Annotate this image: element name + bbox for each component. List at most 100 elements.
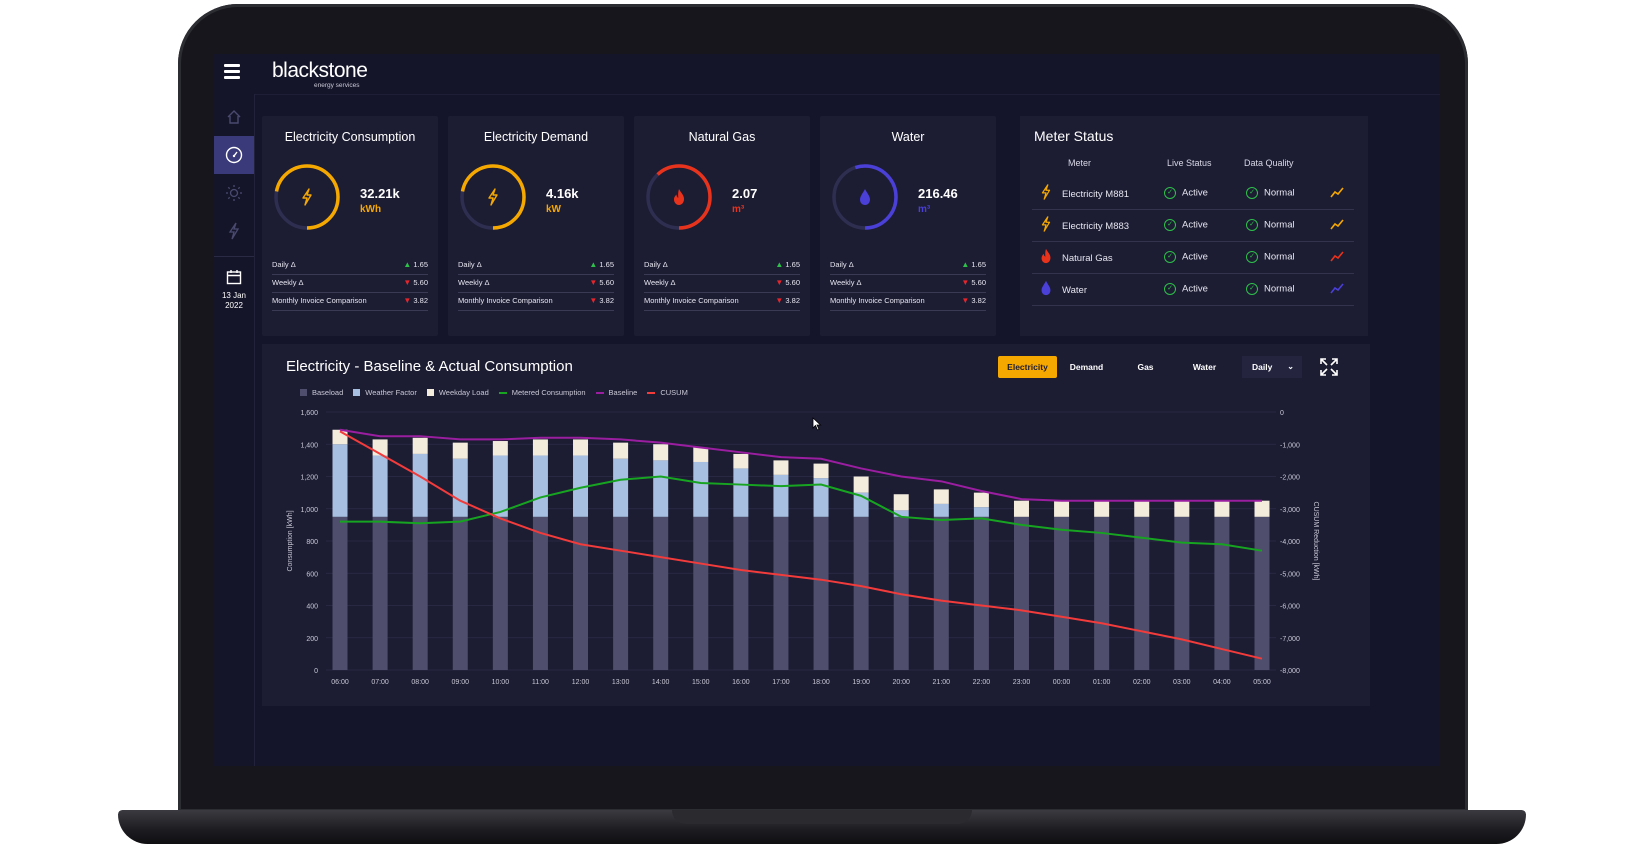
arrow-up-icon: ▲ bbox=[961, 260, 970, 269]
y2-axis-label: CUSUM Reduction [kWh] bbox=[1312, 502, 1319, 581]
data-quality: ✓ Normal bbox=[1246, 187, 1295, 199]
tab-demand[interactable]: Demand bbox=[1069, 362, 1104, 372]
home-icon bbox=[227, 110, 241, 124]
sidebar-energy[interactable] bbox=[214, 212, 254, 250]
bar-segment bbox=[492, 441, 508, 456]
metric-value: ▼ 5.60 bbox=[961, 278, 986, 287]
kpi-card-3[interactable]: Natural Gas 2.07 m³ Daily Δ ▲ 1.65 Weekl… bbox=[634, 116, 810, 336]
trend-icon[interactable] bbox=[1330, 250, 1344, 265]
sidebar-weather[interactable] bbox=[214, 174, 254, 212]
lightning-icon bbox=[1038, 184, 1054, 203]
trend-icon[interactable] bbox=[1330, 186, 1344, 201]
arrow-up-icon: ▲ bbox=[775, 260, 784, 269]
meter-row[interactable]: Electricity M881 ✓ Active ✓ Normal bbox=[1032, 178, 1354, 210]
x-tick-label: 06:00 bbox=[331, 679, 349, 686]
gauge-ring bbox=[274, 164, 340, 230]
kpi-card-1[interactable]: Electricity Consumption 32.21k kWh Daily… bbox=[262, 116, 438, 336]
metric-label: Weekly Δ bbox=[830, 278, 862, 287]
flame-icon bbox=[1038, 248, 1054, 267]
bar-segment bbox=[1013, 516, 1029, 670]
check-circle-icon: ✓ bbox=[1246, 219, 1258, 231]
data-quality: ✓ Normal bbox=[1246, 219, 1295, 231]
tab-gas[interactable]: Gas bbox=[1137, 362, 1154, 372]
x-tick-label: 03:00 bbox=[1173, 679, 1191, 686]
check-circle-icon: ✓ bbox=[1246, 187, 1258, 199]
arrow-up-icon: ▲ bbox=[589, 260, 598, 269]
legend-label: CUSUM bbox=[660, 388, 688, 397]
gauge-ring bbox=[646, 164, 712, 230]
tab-water[interactable]: Water bbox=[1192, 362, 1217, 372]
metric-row: Monthly Invoice Comparison ▼ 3.82 bbox=[644, 292, 800, 311]
arrow-up-icon: ▲ bbox=[403, 260, 412, 269]
y-tick-label: 200 bbox=[306, 636, 318, 643]
y2-tick-label: -4,000 bbox=[1280, 539, 1300, 546]
legend-swatch bbox=[595, 391, 604, 394]
gauge-ring bbox=[832, 164, 898, 230]
x-tick-label: 04:00 bbox=[1213, 679, 1231, 686]
current-date: 13 Jan 2022 bbox=[214, 291, 254, 311]
metric-label: Weekly Δ bbox=[644, 278, 676, 287]
bar-segment bbox=[853, 516, 869, 670]
expand-icon[interactable] bbox=[1320, 358, 1338, 381]
meter-name: Electricity M883 bbox=[1062, 221, 1130, 232]
bar-segment bbox=[1094, 500, 1110, 517]
x-tick-label: 12:00 bbox=[572, 679, 590, 686]
metric-number: 5.60 bbox=[599, 278, 614, 287]
bar-segment bbox=[1134, 500, 1150, 517]
meter-row[interactable]: Electricity M883 ✓ Active ✓ Normal bbox=[1032, 210, 1354, 242]
kpi-card-4[interactable]: Water 216.46 m³ Daily Δ ▲ 1.65 Weekly Δ … bbox=[820, 116, 996, 336]
bar-segment bbox=[733, 453, 749, 469]
bar-segment bbox=[332, 444, 348, 517]
sidebar-home[interactable] bbox=[214, 98, 254, 136]
metric-value: ▼ 3.82 bbox=[961, 296, 986, 305]
bar-segment bbox=[1054, 500, 1070, 517]
metric-row: Daily Δ ▲ 1.65 bbox=[644, 256, 800, 275]
trend-icon[interactable] bbox=[1330, 282, 1344, 297]
live-status-text: Active bbox=[1182, 251, 1208, 263]
metric-row: Weekly Δ ▼ 5.60 bbox=[458, 274, 614, 293]
card-title: Electricity Demand bbox=[483, 130, 589, 144]
legend-swatch bbox=[647, 391, 656, 394]
legend-item[interactable]: CUSUM bbox=[647, 388, 688, 397]
legend-item[interactable]: Baseload bbox=[300, 388, 343, 397]
lightning-icon bbox=[228, 222, 240, 240]
trend-icon[interactable] bbox=[1330, 218, 1344, 233]
legend-item[interactable]: Weather Factor bbox=[353, 388, 417, 397]
data-quality-text: Normal bbox=[1264, 251, 1295, 263]
bar-segment bbox=[573, 455, 589, 517]
x-tick-label: 23:00 bbox=[1013, 679, 1031, 686]
x-tick-label: 19:00 bbox=[852, 679, 870, 686]
legend-item[interactable]: Baseline bbox=[595, 388, 637, 397]
meter-row[interactable]: Natural Gas ✓ Active ✓ Normal bbox=[1032, 242, 1354, 274]
bar-segment bbox=[1174, 500, 1190, 517]
header-data-quality: Data Quality bbox=[1244, 158, 1294, 168]
menu-icon[interactable] bbox=[224, 64, 240, 79]
bar-segment bbox=[613, 516, 629, 670]
kpi-card-2[interactable]: Electricity Demand 4.16k kW Daily Δ ▲ 1.… bbox=[448, 116, 624, 336]
sidebar-calendar[interactable] bbox=[214, 265, 254, 289]
bar-segment bbox=[492, 516, 508, 670]
check-circle-icon: ✓ bbox=[1246, 283, 1258, 295]
legend-item[interactable]: Weekday Load bbox=[426, 388, 489, 397]
metric-label: Daily Δ bbox=[644, 260, 668, 269]
metric-value: ▼ 5.60 bbox=[403, 278, 428, 287]
arrow-down-icon: ▼ bbox=[775, 278, 784, 287]
meter-row[interactable]: Water ✓ Active ✓ Normal bbox=[1032, 274, 1354, 306]
legend-item[interactable]: Metered Consumption bbox=[498, 388, 586, 397]
legend-swatch bbox=[353, 389, 361, 396]
metric-label: Monthly Invoice Comparison bbox=[458, 296, 553, 305]
y-tick-label: 800 bbox=[306, 539, 318, 546]
consumption-chart-panel: Electricity - Baseline & Actual Consumpt… bbox=[262, 344, 1370, 706]
metric-label: Daily Δ bbox=[458, 260, 482, 269]
metric-value: ▼ 3.82 bbox=[775, 296, 800, 305]
bar-segment bbox=[693, 516, 709, 670]
metric-value: ▼ 3.82 bbox=[589, 296, 614, 305]
bar-segment bbox=[693, 447, 709, 462]
metric-row: Weekly Δ ▼ 5.60 bbox=[272, 274, 428, 293]
tab-electricity[interactable]: Electricity bbox=[998, 356, 1057, 378]
bar-segment bbox=[893, 510, 909, 517]
bar-segment bbox=[1054, 516, 1070, 670]
sidebar-dashboard[interactable] bbox=[214, 136, 254, 174]
bar-segment bbox=[693, 461, 709, 517]
period-select[interactable]: Daily ⌄ bbox=[1242, 356, 1302, 378]
